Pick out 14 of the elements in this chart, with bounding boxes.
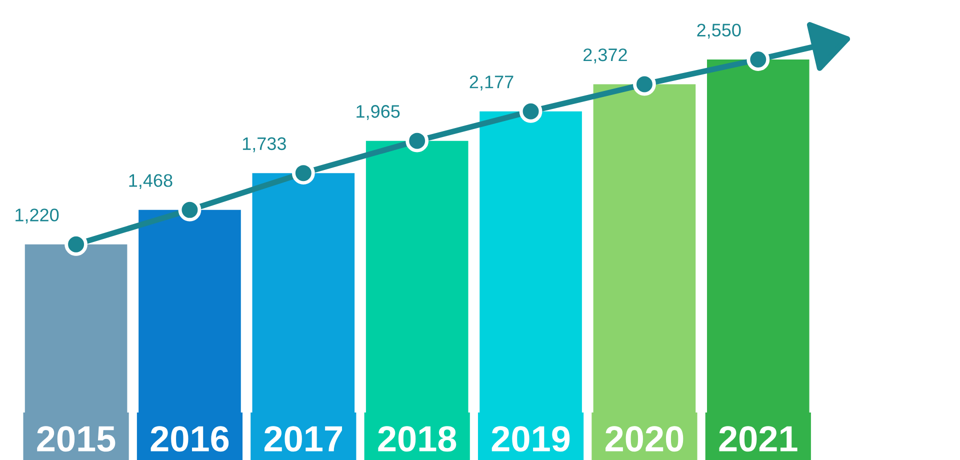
x-tick-label: 2018 [378,426,456,452]
data-label: 2,550 [697,24,741,39]
x-tick-label: 2020 [606,426,684,452]
data-label: 2,372 [584,48,627,64]
x-tick-label: 2021 [719,426,798,452]
data-label: 2,177 [470,76,514,90]
data-label: 1,965 [356,105,400,120]
x-tick-label: 2019 [492,426,570,452]
x-tick-label: 2015 [37,426,116,452]
data-label: 1,220 [16,208,59,224]
data-label: 1,733 [242,137,286,152]
x-tick-label: 2016 [150,426,229,452]
data-label: 1,468 [129,174,172,190]
x-tick-label: 2017 [264,426,342,452]
